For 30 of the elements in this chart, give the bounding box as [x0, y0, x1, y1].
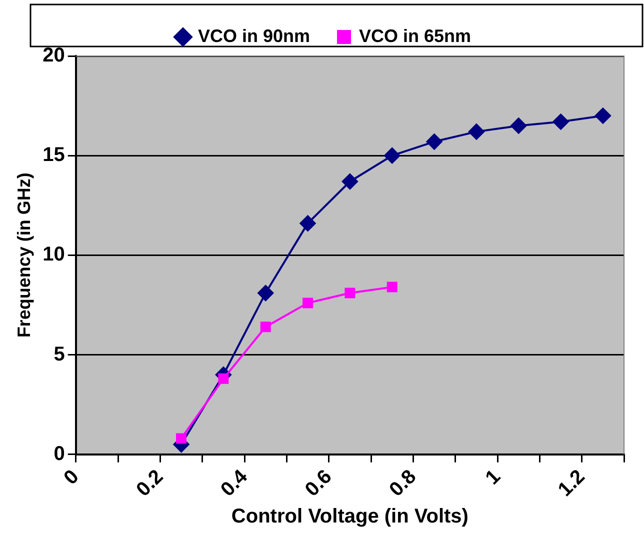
point [218, 373, 229, 384]
point [342, 173, 358, 190]
point [302, 298, 314, 308]
y-tick-label: 20 [42, 44, 65, 67]
point [176, 433, 187, 444]
point [300, 215, 316, 232]
y-tick-label: 10 [42, 244, 65, 266]
legend-label: VCO in 65nm [359, 26, 472, 46]
x-tick-label: 0.2 [132, 466, 168, 501]
x-tick-label: 1.2 [554, 466, 590, 501]
x-tick-label: 1 [482, 466, 505, 490]
y-tick-label: 5 [54, 343, 65, 366]
point [258, 285, 274, 302]
point [594, 108, 611, 124]
point [344, 288, 356, 298]
x-axis-title: Control Voltage (in Volts) [231, 506, 468, 528]
x-tick-label: 0.6 [301, 466, 336, 501]
point [510, 118, 527, 134]
point [552, 114, 569, 130]
point [468, 124, 484, 140]
point [386, 282, 398, 292]
legend-label: VCO in 90nm [198, 26, 310, 46]
point [260, 322, 271, 332]
y-tick-label: 0 [54, 442, 65, 465]
x-tick-label: 0.4 [216, 465, 253, 501]
y-tick-label: 15 [42, 144, 65, 166]
point [426, 134, 442, 150]
y-axis-title: Frequency (in GHz) [14, 172, 34, 338]
point [384, 148, 400, 164]
x-tick-label: 0.8 [385, 466, 421, 501]
